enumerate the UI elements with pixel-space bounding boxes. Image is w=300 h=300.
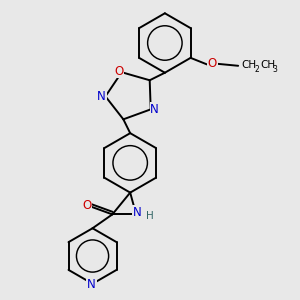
Text: N: N xyxy=(133,206,142,219)
Text: CH: CH xyxy=(260,60,275,70)
Text: N: N xyxy=(87,278,96,291)
Text: N: N xyxy=(150,103,159,116)
Text: O: O xyxy=(82,199,91,212)
Text: O: O xyxy=(208,57,217,70)
Text: N: N xyxy=(97,90,106,103)
Text: CH: CH xyxy=(241,60,256,70)
Text: 3: 3 xyxy=(273,65,278,74)
Text: O: O xyxy=(114,65,123,78)
Text: 2: 2 xyxy=(254,65,259,74)
Text: H: H xyxy=(146,212,154,221)
